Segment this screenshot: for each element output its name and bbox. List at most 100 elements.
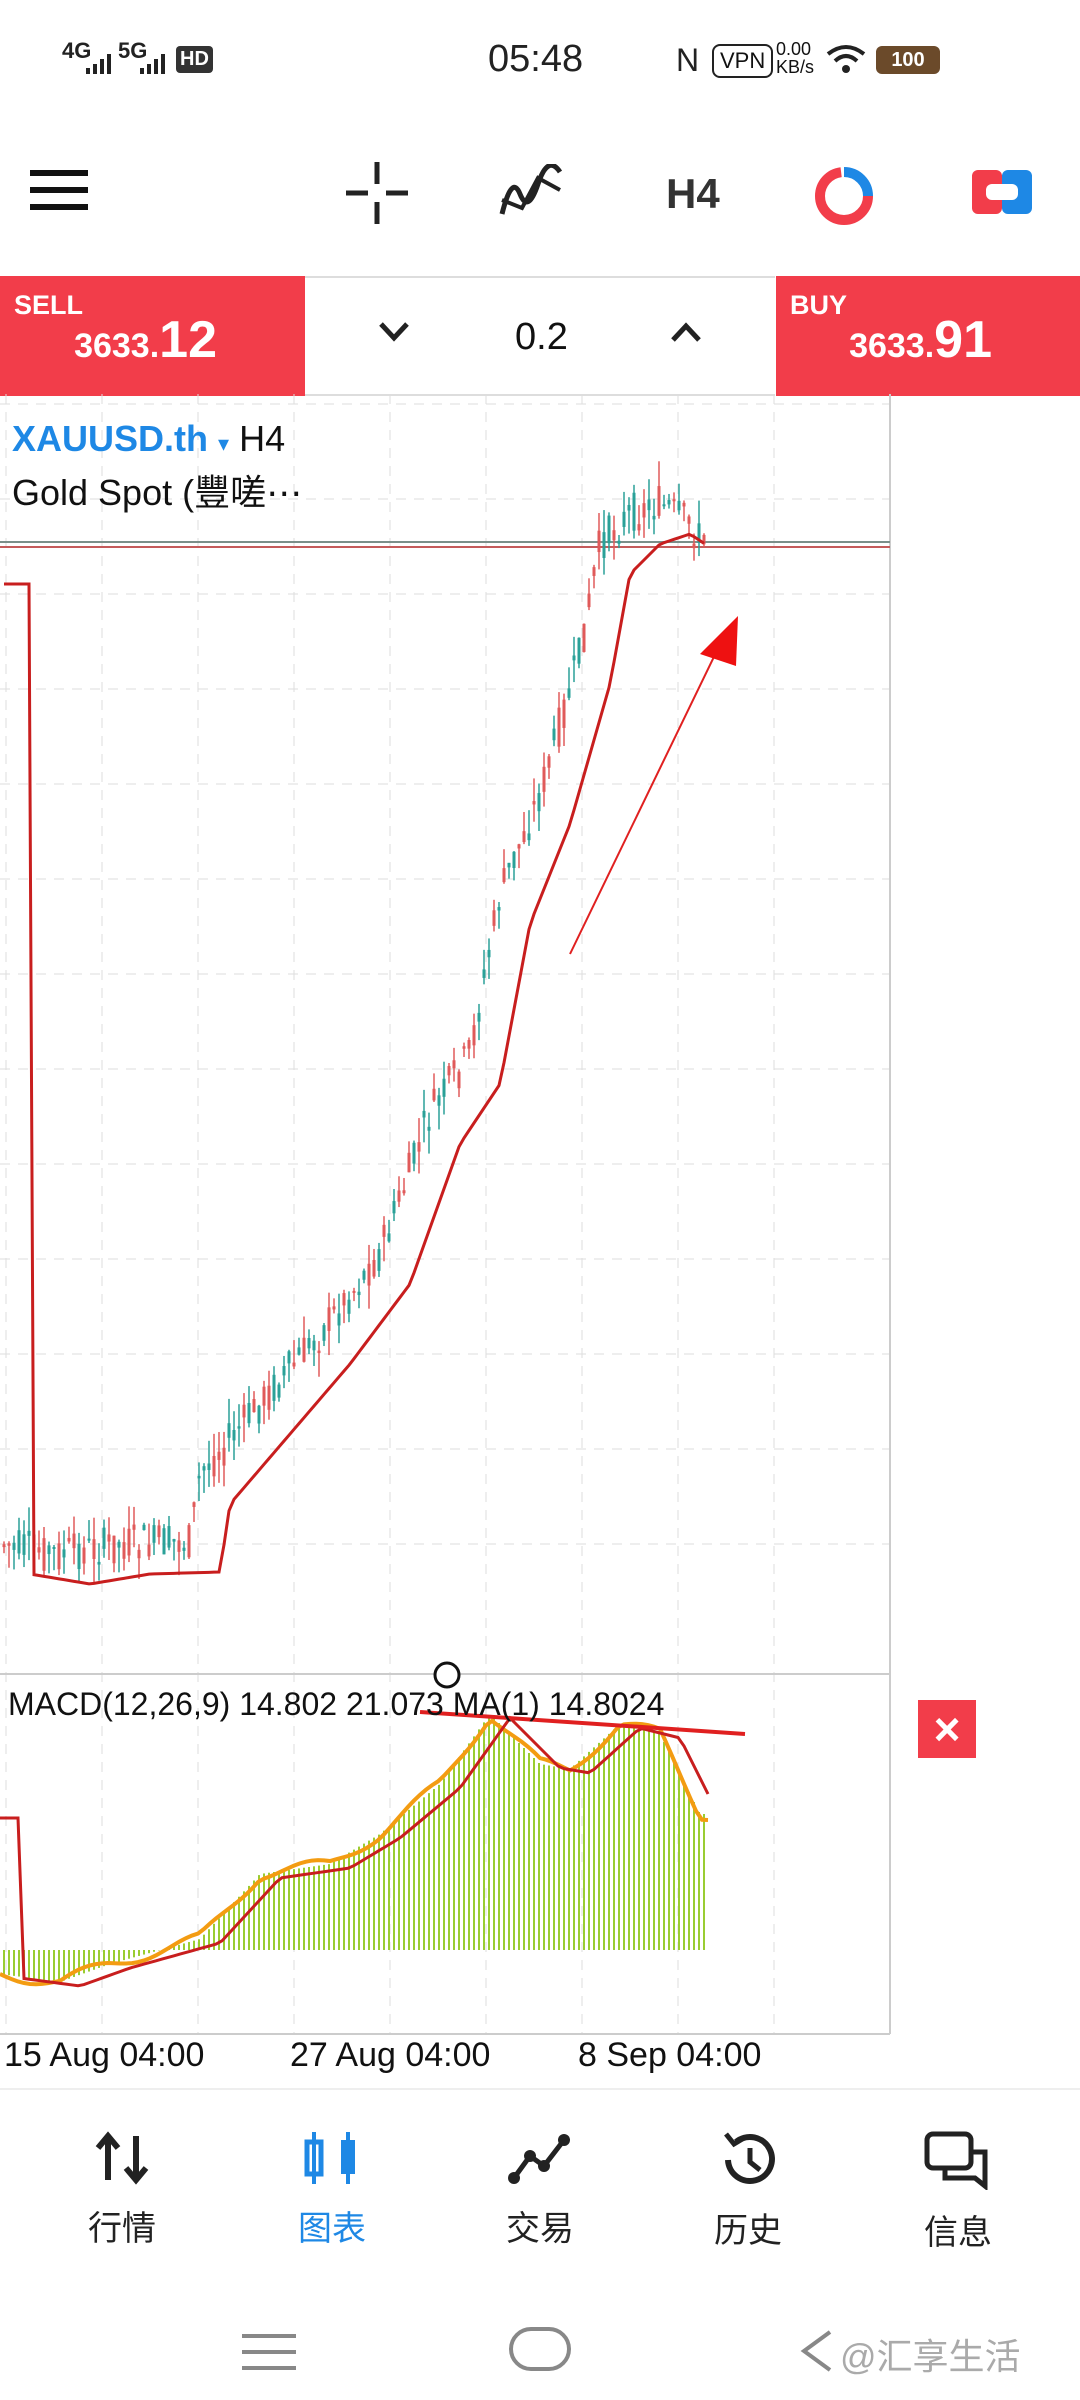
candle-body	[537, 793, 541, 812]
candle-body	[492, 910, 496, 926]
nfc-icon: N	[676, 42, 700, 78]
sell-button[interactable]: SELL 3633.12	[0, 276, 305, 396]
candle-body	[257, 1405, 261, 1424]
symbol-name[interactable]: XAUUSD.th	[12, 418, 208, 459]
hd-badge: HD	[176, 46, 213, 73]
candle-body	[137, 1549, 141, 1559]
candle-body	[362, 1270, 366, 1280]
candle-body	[522, 831, 526, 843]
chevron-up-icon[interactable]	[669, 320, 703, 349]
candle-body	[237, 1426, 241, 1429]
candle-body	[182, 1547, 186, 1551]
candle-body	[297, 1347, 301, 1355]
candle-body	[187, 1525, 191, 1558]
candle-body	[472, 1025, 476, 1046]
candle-body	[27, 1530, 31, 1536]
buy-price-small: 3633.	[849, 327, 935, 365]
candle-body	[192, 1502, 196, 1507]
trade-levels-icon[interactable]	[972, 170, 1034, 223]
candle-body	[682, 502, 686, 507]
candle-body	[67, 1537, 71, 1542]
nav-messages[interactable]: 信息	[878, 2130, 1038, 2254]
candle-body	[427, 1126, 431, 1131]
chevron-down-icon[interactable]	[377, 320, 411, 349]
candle-body	[587, 593, 591, 608]
candle-body	[497, 907, 501, 911]
lot-size[interactable]: 0.2	[515, 316, 568, 358]
indicators-icon[interactable]	[498, 162, 564, 225]
candle-body	[452, 1060, 456, 1069]
candle-body	[392, 1201, 396, 1214]
candle-body	[132, 1524, 136, 1530]
candle-body	[612, 530, 616, 541]
candle-body	[252, 1399, 256, 1413]
candle-body	[262, 1386, 266, 1406]
nav-trade[interactable]: 交易	[460, 2130, 620, 2250]
system-nav-bar: @汇享生活	[0, 2290, 1080, 2400]
candle-body	[627, 504, 631, 511]
x-tick-label: 8 Sep 04:00	[578, 2036, 762, 2074]
buy-label: BUY	[790, 290, 848, 320]
candle-body	[322, 1325, 326, 1341]
price-chart[interactable]: XAUUSD.th ▾ H4 Gold Spot (豐嗟⋯ MACD(12,26…	[0, 394, 1080, 2086]
candle-body	[332, 1306, 336, 1310]
back-icon[interactable]	[796, 2328, 836, 2379]
candle-body	[2, 1544, 6, 1548]
crosshair-icon[interactable]	[346, 162, 408, 229]
candle-body	[467, 1040, 471, 1049]
candle-body	[397, 1190, 401, 1202]
candle-body	[112, 1535, 116, 1564]
candle-body	[282, 1366, 286, 1376]
candle-body	[272, 1374, 276, 1401]
chart-icon	[304, 2132, 355, 2184]
buy-button[interactable]: BUY 3633.91	[776, 276, 1080, 396]
candle-body	[557, 707, 561, 747]
signal-5g: 5G	[118, 38, 148, 63]
nav-history[interactable]: 历史	[668, 2130, 828, 2252]
candle-body	[482, 969, 486, 978]
candle-body	[652, 515, 656, 520]
candle-body	[212, 1456, 216, 1477]
candle-body	[167, 1526, 171, 1548]
home-icon[interactable]	[508, 2326, 572, 2377]
candle-body	[502, 868, 506, 883]
status-bar: 4G 5G HD 05:48 N VPN 0.00 KB/s 100	[0, 0, 1080, 120]
candle-body	[157, 1525, 161, 1538]
candle-body	[12, 1542, 16, 1550]
candle-body	[632, 492, 636, 531]
one-click-trading-icon[interactable]	[812, 164, 876, 233]
macd-signal-line	[0, 1718, 709, 1987]
candle-body	[422, 1110, 426, 1118]
nav-label: 图表	[298, 2210, 366, 2248]
candle-body	[702, 534, 706, 545]
nav-quotes[interactable]: 行情	[42, 2130, 202, 2250]
nav-label: 信息	[924, 2214, 992, 2252]
nav-chart[interactable]: 图表	[252, 2130, 412, 2250]
candle-body	[202, 1466, 206, 1471]
menu-icon[interactable]	[30, 168, 90, 217]
candle-body	[677, 500, 681, 511]
candle-body	[662, 504, 666, 507]
timeframe-button[interactable]: H4	[666, 170, 720, 217]
candle-body	[292, 1362, 296, 1367]
watermark: @汇享生活	[840, 2336, 1021, 2377]
network-speed: 0.00 KB/s	[776, 40, 814, 76]
candle-body	[687, 516, 691, 524]
nav-label: 行情	[88, 2210, 156, 2248]
nav-label: 历史	[714, 2212, 782, 2250]
candle-body	[672, 499, 676, 502]
candle-body	[147, 1544, 151, 1557]
candle-body	[42, 1538, 46, 1571]
candle-body	[177, 1540, 181, 1552]
battery-level: 100	[891, 49, 925, 71]
candle-body	[57, 1543, 61, 1570]
candle-body	[602, 532, 606, 558]
chart-canvas[interactable]	[0, 394, 1080, 2086]
nav-label: 交易	[506, 2210, 574, 2248]
symbol-timeframe: H4	[239, 418, 286, 459]
symbol-description: Gold Spot (豐嗟⋯	[12, 472, 303, 513]
annotation-arrow-head	[700, 616, 738, 666]
symbol-dropdown-icon[interactable]: ▾	[218, 431, 230, 456]
close-indicator-button[interactable]: ×	[918, 1700, 976, 1758]
recent-apps-icon[interactable]	[242, 2332, 298, 2377]
